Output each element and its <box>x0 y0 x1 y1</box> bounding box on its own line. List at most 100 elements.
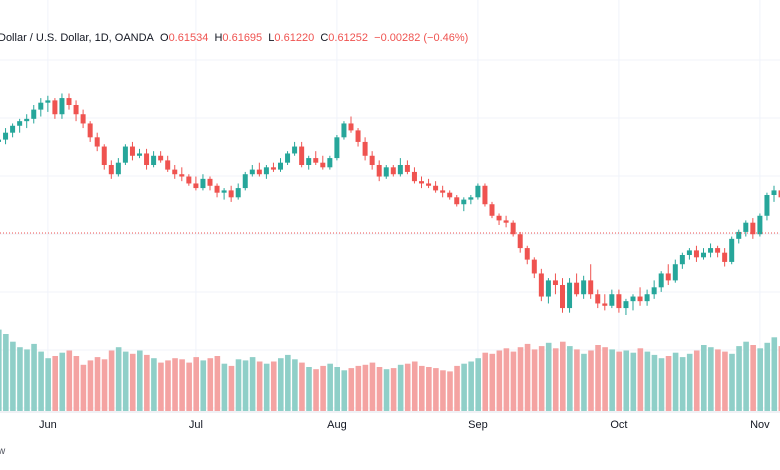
candle-body <box>38 102 44 110</box>
candle-body <box>320 162 326 168</box>
volume-bar <box>602 347 608 411</box>
volume-bar <box>285 354 291 411</box>
candle-body <box>722 252 728 262</box>
candle-body <box>729 238 735 262</box>
candle-body <box>172 169 178 175</box>
candle-body <box>362 141 368 156</box>
candle-body <box>686 250 692 255</box>
candle-body <box>454 197 460 205</box>
candle-body <box>778 190 780 198</box>
candle-body <box>461 199 467 205</box>
volume-bar <box>235 359 242 411</box>
candle-body <box>31 109 37 119</box>
volume-bar <box>764 342 771 411</box>
candle-body <box>672 264 678 281</box>
candle-body <box>270 167 276 170</box>
candle-body <box>137 153 142 156</box>
grid-lines <box>0 0 780 411</box>
candle-body <box>207 178 213 186</box>
volume-bar <box>179 359 185 411</box>
volume-bar <box>397 364 404 411</box>
close-label: C <box>320 32 329 44</box>
volume-bar <box>461 363 467 411</box>
candle-body <box>736 231 742 239</box>
volume-bar <box>341 370 348 411</box>
volume-bar <box>87 360 94 411</box>
candle-body <box>369 155 375 165</box>
high-value: 0.61695 <box>222 32 263 44</box>
candle-body <box>17 121 23 126</box>
candle-body <box>235 188 241 198</box>
candle-body <box>440 190 446 193</box>
candle-body <box>101 146 107 165</box>
candle-body <box>764 195 770 216</box>
candle-body <box>743 222 749 232</box>
volume-bar <box>31 343 37 411</box>
volume-bar <box>45 358 51 411</box>
volume-bar <box>129 353 136 411</box>
time-axis-label: Jul <box>189 419 203 431</box>
volume-bar <box>214 356 221 411</box>
volume-bar <box>320 365 326 411</box>
time-axis-label: Sep <box>468 419 488 431</box>
volume-bar <box>0 329 2 411</box>
candle-body <box>94 137 100 147</box>
candle-body <box>552 280 558 285</box>
candle-body <box>80 114 86 124</box>
candle-body <box>221 190 227 193</box>
candle-body <box>348 123 354 131</box>
candle-body <box>658 273 664 288</box>
candle-body <box>574 282 580 295</box>
candle-body <box>503 220 509 223</box>
volume-bar <box>743 341 749 411</box>
volume-bar <box>108 350 115 411</box>
time-axis-labels: Jun Jul Aug Sep Oct Nov <box>39 419 770 431</box>
candle-body <box>693 250 699 258</box>
candle-body <box>475 185 481 198</box>
candle-body <box>165 160 171 170</box>
candle-body <box>595 294 601 304</box>
volume-bar <box>228 365 235 411</box>
volume-bar <box>24 349 30 411</box>
high-label: H <box>214 32 223 44</box>
volume-bar <box>66 350 73 411</box>
candle-body <box>419 181 424 184</box>
volume-bar <box>496 350 503 411</box>
time-axis-label: Nov <box>750 419 770 431</box>
volume-bar <box>503 348 510 411</box>
volume-bar <box>38 351 44 411</box>
open-value: 0.61534 <box>168 32 209 44</box>
candle-body <box>228 190 234 198</box>
volume-bar <box>552 348 559 411</box>
candle-body <box>313 158 319 163</box>
candle-body <box>115 162 121 175</box>
volume-bar <box>454 365 460 411</box>
candle-body <box>482 185 488 205</box>
candle-body <box>52 100 58 115</box>
candle-body <box>517 234 523 249</box>
candle-body <box>193 183 199 189</box>
candle-body <box>426 183 432 186</box>
volume-bar <box>447 371 453 411</box>
volume-bar <box>686 353 693 411</box>
candle-body <box>59 98 65 115</box>
volume-bar <box>693 350 700 411</box>
volume-bar <box>545 342 552 411</box>
volume-bar <box>531 349 538 411</box>
volume-bar <box>708 347 714 411</box>
candle-body <box>144 153 150 165</box>
candle-body <box>433 185 439 191</box>
candle-body <box>306 158 312 165</box>
candle-body <box>651 287 657 295</box>
candle-body <box>679 255 685 265</box>
candle-body <box>214 185 220 193</box>
candles <box>0 93 780 315</box>
candle-body <box>383 167 389 177</box>
candle-body <box>771 190 777 195</box>
volume-bar <box>560 341 566 411</box>
time-axis-label: Aug <box>327 419 347 431</box>
volume-bar <box>390 368 397 411</box>
candle-body <box>151 155 157 165</box>
